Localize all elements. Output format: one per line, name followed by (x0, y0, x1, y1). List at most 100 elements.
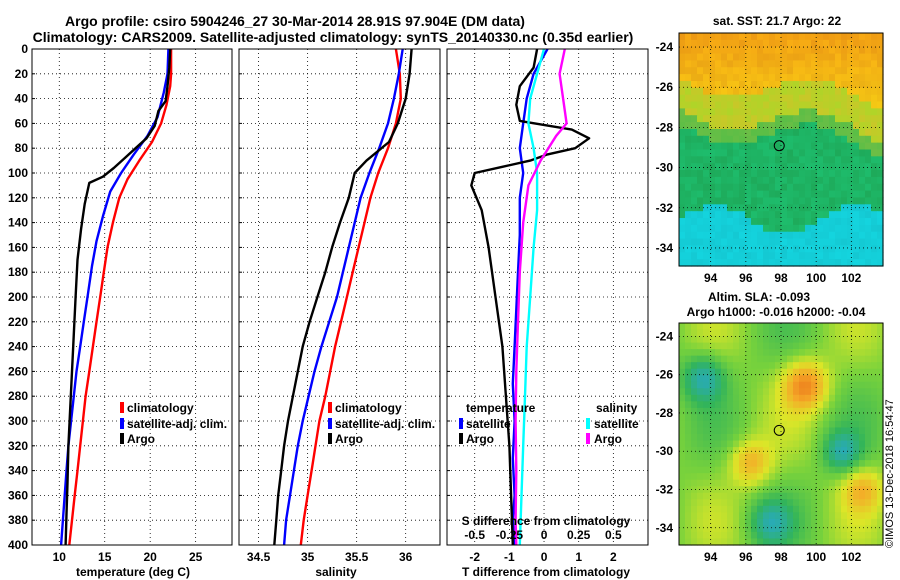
heatmap-cell (697, 499, 704, 507)
heatmap-cell (769, 466, 776, 474)
heatmap-cell (709, 479, 716, 487)
heatmap-cell (775, 204, 782, 212)
heatmap-cell (733, 60, 740, 68)
heatmap-cell (793, 39, 800, 48)
heatmap-cell (787, 224, 794, 233)
heatmap-cell (697, 453, 704, 461)
heatmap-cell (733, 342, 740, 350)
heatmap-cell (691, 427, 698, 435)
heatmap-cell (685, 401, 692, 409)
heatmap-cell (727, 176, 734, 185)
heatmap-cell (751, 122, 758, 130)
heatmap-cell (697, 440, 704, 448)
heatmap-cell (679, 407, 686, 416)
heatmap-cell (865, 329, 872, 337)
heatmap-cell (811, 323, 818, 331)
heatmap-cell (763, 434, 770, 442)
heatmap-cell (721, 368, 728, 376)
heatmap-cell (817, 115, 824, 123)
heatmap-cell (685, 238, 692, 247)
heatmap-cell (721, 163, 728, 171)
heatmap-cell (799, 190, 806, 199)
heatmap-cell (865, 259, 872, 267)
heatmap-cell (715, 531, 722, 540)
heatmap-cell (679, 142, 686, 151)
heatmap-cell (859, 39, 866, 48)
heatmap-cell (799, 87, 806, 96)
heatmap-cell (763, 142, 770, 151)
heatmap-cell (799, 342, 806, 350)
heatmap-cell (703, 492, 710, 500)
heatmap-cell (745, 492, 752, 500)
heatmap-cell (715, 33, 722, 41)
heatmap-cell (823, 420, 830, 429)
heatmap-cell (709, 135, 716, 144)
heatmap-cell (781, 401, 788, 409)
heatmap-cell (679, 39, 686, 48)
longitude-label: 100 (806, 550, 826, 564)
heatmap-cell (781, 538, 788, 546)
heatmap-cell (721, 135, 728, 144)
heatmap-cell (799, 492, 806, 500)
heatmap-cell (853, 156, 860, 164)
heatmap-cell (865, 434, 872, 442)
heatmap-cell (745, 447, 752, 455)
heatmap-cell (781, 122, 788, 130)
heatmap-cell (721, 80, 728, 89)
heatmap-cell (853, 53, 860, 62)
heatmap-cell (709, 128, 716, 137)
heatmap-cell (799, 427, 806, 435)
heatmap-cell (877, 453, 884, 461)
heatmap-cell (715, 115, 722, 123)
heatmap-cell (697, 414, 704, 422)
temperature-tick-labels: 10 15 20 25 (53, 550, 203, 564)
heatmap-cell (853, 211, 860, 219)
heatmap-cell (703, 486, 710, 494)
heatmap-cell (733, 362, 740, 370)
heatmap-cell (715, 453, 722, 461)
heatmap-cell (793, 375, 800, 383)
heatmap-cell (745, 486, 752, 494)
heatmap-cell (733, 204, 740, 212)
heatmap-cell (829, 381, 836, 389)
heatmap-cell (721, 74, 728, 82)
heatmap-cell (823, 238, 830, 247)
heatmap-cell (877, 39, 884, 48)
heatmap-cell (871, 362, 878, 370)
heatmap-cell (793, 531, 800, 540)
heatmap-cell (733, 499, 740, 507)
heatmap-cell (739, 381, 746, 389)
heatmap-cell (703, 525, 710, 533)
heatmap-cell (877, 245, 884, 253)
heatmap-cell (697, 401, 704, 409)
heatmap-cell (829, 46, 836, 55)
heatmap-cell (811, 94, 818, 103)
heatmap-cell (847, 512, 854, 520)
heatmap-cell (805, 401, 812, 409)
heatmap-cell (829, 512, 836, 520)
heatmap-cell (853, 245, 860, 253)
heatmap-cell (835, 149, 842, 157)
heatmap-cell (835, 420, 842, 429)
series-argo (64, 48, 172, 546)
heatmap-cell (781, 531, 788, 540)
heatmap-cell (685, 224, 692, 233)
x-tick-label: 35 (301, 550, 315, 564)
heatmap-cell (715, 460, 722, 468)
heatmap-cell (805, 149, 812, 157)
heatmap-cell (775, 505, 782, 513)
heatmap-cell (745, 466, 752, 474)
heatmap-cell (823, 135, 830, 144)
heatmap-cell (709, 204, 716, 212)
heatmap-cell (745, 329, 752, 337)
heatmap-cell (763, 518, 770, 527)
heatmap-cell (805, 473, 812, 481)
heatmap-cell (751, 259, 758, 267)
heatmap-cell (721, 53, 728, 62)
temperature-legend: climatology satellite-adj. clim. Argo (120, 401, 227, 446)
heatmap-cell (865, 368, 872, 376)
heatmap-cell (871, 101, 878, 109)
heatmap-cell (871, 87, 878, 96)
heatmap-cell (727, 525, 734, 533)
heatmap-cell (793, 170, 800, 178)
